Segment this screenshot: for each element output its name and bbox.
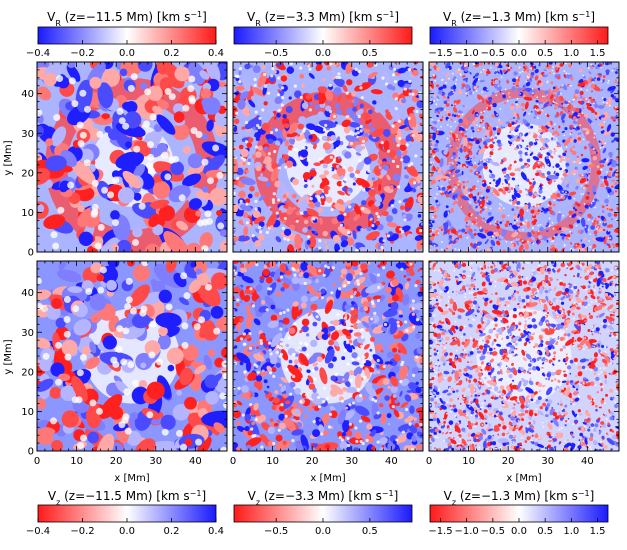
colorbar-tick-label: −0.5 [264, 48, 288, 59]
colorbar-bottom-2: Vz (z=−3.3 Mm) [km s−1] −0.5 0.0 0.5 [233, 489, 413, 537]
heatmap-panel [232, 61, 424, 253]
heatmap-panel [428, 61, 620, 253]
y-tick-label: 0 [28, 248, 34, 259]
x-tick-label: 0 [34, 456, 40, 467]
colorbar-tick-label: 1.0 [563, 526, 579, 537]
colorbar-tick-label: 1.5 [590, 48, 606, 59]
x-tick-label: 40 [189, 456, 202, 467]
colorbar-tick-label: 1.0 [563, 48, 579, 59]
colorbar-tick-label: −0.5 [481, 526, 505, 537]
x-tick-label: 30 [541, 456, 554, 467]
colorbar-tick-label: 0.5 [537, 48, 553, 59]
x-axis-label-2: x [Mm] [310, 473, 345, 484]
colorbar-tick-label: 0.0 [511, 526, 527, 537]
colorbar-tick-label: −0.5 [481, 48, 505, 59]
x-axis-label-3: x [Mm] [506, 473, 541, 484]
y-tick-label: 30 [21, 129, 34, 140]
x-tick-label: 40 [581, 456, 594, 467]
y-tick-label: 10 [21, 208, 34, 219]
colorbar-tick-label: −1.0 [454, 526, 478, 537]
colorbar-top-2: VR (z=−3.3 Mm) [km s−1] −0.5 0.0 0.5 [233, 10, 413, 59]
colorbar-title-bottom-2: Vz (z=−3.3 Mm) [km s−1] [248, 489, 399, 507]
x-tick-label: 30 [149, 456, 162, 467]
colorbar-tick-label: 0.5 [362, 526, 378, 537]
x-tick-label: 40 [385, 456, 398, 467]
colorbar-tick-label: 0.0 [119, 526, 135, 537]
colorbar-tick-label: −0.5 [264, 526, 288, 537]
x-tick-label: 10 [70, 456, 83, 467]
colorbar-tick-label: 0.0 [315, 48, 331, 59]
colorbar-top-1: VR (z=−11.5 Mm) [km s−1] −0.4 −0.2 0.0 0.2 0… [26, 10, 224, 60]
x-tick-label: 0 [426, 456, 432, 467]
x-tick-label: 20 [306, 456, 319, 467]
colorbar-tick-label: −1.5 [428, 526, 452, 537]
colorbar-tick-label: −1.0 [454, 48, 478, 59]
y-axis-label-bottom: y [Mm] [3, 339, 14, 374]
colorbar-tick-label: 0.0 [511, 48, 527, 59]
heatmap-panel: 0 10 20 30 40 [230, 260, 424, 467]
colorbar-tick-label: 0.2 [164, 526, 180, 537]
y-tick-label: 10 [21, 407, 34, 418]
colorbar-tick-label: 0.2 [164, 48, 180, 59]
heatmap-panel: 0 10 20 30 40 [426, 260, 620, 467]
colorbar-title-bottom-3: Vz (z=−1.3 Mm) [km s−1] [444, 489, 595, 507]
heatmap-panel: 0 10 20 30 40 0 10 20 30 40 [21, 260, 228, 467]
y-axis-label-top: y [Mm] [3, 140, 14, 175]
colorbar-tick-label: 0.5 [537, 526, 553, 537]
colorbar-tick-label: 0.4 [208, 48, 224, 59]
colorbar-bottom-3: Vz (z=−1.3 Mm) [km s−1] −1.5 −1.0 −0.5 0.0 0… [428, 489, 609, 537]
x-tick-label: 20 [502, 456, 515, 467]
y-tick-label: 20 [21, 168, 34, 179]
colorbar-tick-label: 0.5 [362, 48, 378, 59]
y-tick-label: 20 [21, 367, 34, 378]
colorbar-tick-label: 0.0 [119, 48, 135, 59]
colorbar-tick-label: −0.2 [70, 526, 94, 537]
colorbar-tick-label: −0.4 [26, 526, 50, 537]
heatmap-panel: 0 10 20 30 40 [21, 61, 228, 259]
colorbar-top-3: VR (z=−1.3 Mm) [km s−1] −1.5 −1.0 −0.5 0.0 0… [428, 10, 609, 59]
x-tick-label: 30 [345, 456, 358, 467]
colorbar-tick-label: −1.5 [428, 48, 452, 59]
colorbar-tick-label: 0.0 [315, 526, 331, 537]
y-tick-label: 40 [21, 288, 34, 299]
y-tick-label: 30 [21, 328, 34, 339]
colorbar-tick-label: 0.4 [208, 526, 224, 537]
colorbar-tick-label: −0.4 [26, 48, 50, 59]
colorbar-title-bottom-1: Vz (z=−11.5 Mm) [km s−1] [48, 489, 206, 507]
y-tick-label: 40 [21, 89, 34, 100]
x-tick-label: 10 [462, 456, 475, 467]
colorbar-tick-label: 1.5 [590, 526, 606, 537]
colorbar-title-top-1: VR (z=−11.5 Mm) [km s−1] [47, 10, 207, 28]
x-axis-label-1: x [Mm] [114, 473, 149, 484]
colorbar-tick-label: −0.2 [70, 48, 94, 59]
x-tick-label: 10 [266, 456, 279, 467]
colorbar-bottom-1: Vz (z=−11.5 Mm) [km s−1] −0.4 −0.2 0.0 0.2 0… [26, 489, 224, 538]
x-tick-label: 20 [110, 456, 123, 467]
x-tick-label: 0 [230, 456, 236, 467]
colorbar-title-top-3: VR (z=−1.3 Mm) [km s−1] [443, 10, 595, 28]
y-tick-label: 0 [28, 447, 34, 458]
colorbar-title-top-2: VR (z=−3.3 Mm) [km s−1] [247, 10, 399, 28]
